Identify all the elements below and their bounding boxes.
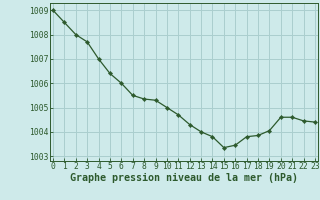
X-axis label: Graphe pression niveau de la mer (hPa): Graphe pression niveau de la mer (hPa): [70, 173, 298, 183]
